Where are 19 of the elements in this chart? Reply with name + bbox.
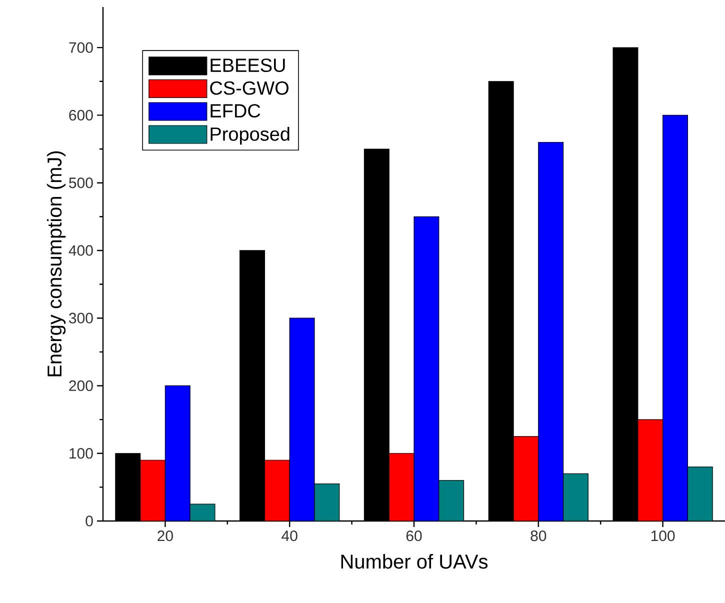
x-tick-label: 100 xyxy=(651,530,675,542)
legend-label: CS-GWO xyxy=(210,81,288,95)
legend-label: Proposed xyxy=(210,126,290,145)
y-tick-label: 300 xyxy=(69,312,93,324)
y-tick-label: 100 xyxy=(70,448,93,459)
y-tick-label: 400 xyxy=(68,245,93,256)
legend-label: EBEESU xyxy=(210,58,285,72)
x-tick-label: 60 xyxy=(406,530,422,542)
x-axis-title: Number of UAVs xyxy=(341,554,488,569)
y-tick-label: 0 xyxy=(86,516,93,526)
y-tick-label: 200 xyxy=(69,380,93,392)
x-tick-label: 80 xyxy=(530,530,546,542)
y-tick-label: 500 xyxy=(69,178,93,188)
y-tick-label: 600 xyxy=(69,110,93,121)
y-tick-label: 700 xyxy=(69,42,93,53)
legend-label: EFDC xyxy=(210,104,260,118)
y-axis-title: Energy consumption (mJ) xyxy=(46,151,66,376)
x-tick-label: 20 xyxy=(158,530,173,542)
x-tick-label: 40 xyxy=(282,530,298,542)
